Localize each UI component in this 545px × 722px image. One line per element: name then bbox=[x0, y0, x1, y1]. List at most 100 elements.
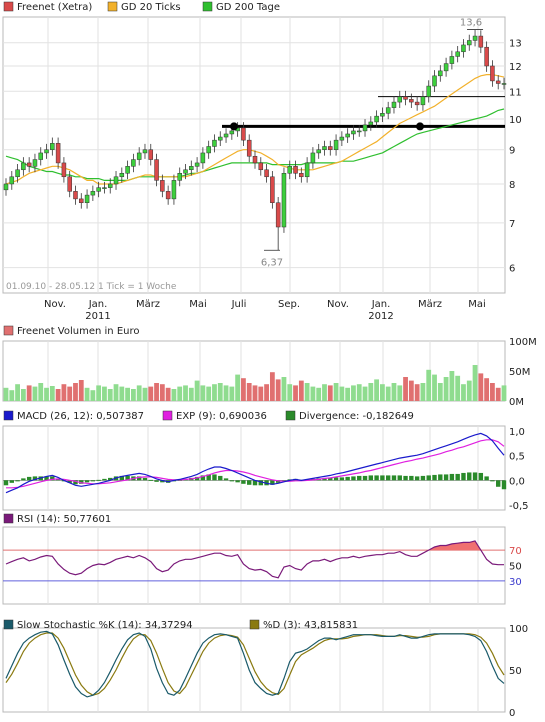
divergence-bar bbox=[322, 478, 327, 481]
volume-bar bbox=[113, 384, 119, 401]
candle-body bbox=[490, 65, 495, 82]
volume-bar bbox=[478, 373, 484, 401]
x-tick-label: Mai bbox=[189, 299, 207, 310]
y-tick-label: 50 bbox=[509, 666, 522, 677]
divergence-bar bbox=[426, 475, 431, 481]
volume-bar bbox=[246, 383, 252, 401]
divergence-bar bbox=[275, 480, 281, 483]
volume-bar bbox=[194, 380, 200, 401]
candle-body bbox=[368, 121, 374, 126]
volume-bar bbox=[345, 387, 351, 401]
volume-bar bbox=[206, 386, 212, 401]
panel-frame bbox=[2, 425, 506, 511]
volume-bar bbox=[148, 386, 154, 401]
x-tick-label: März bbox=[136, 299, 160, 310]
volume-bar bbox=[130, 389, 136, 401]
volume-bar bbox=[154, 383, 159, 401]
candle-body bbox=[223, 133, 229, 138]
candle-body bbox=[264, 169, 269, 178]
legend-label: GD 20 Ticks bbox=[121, 2, 181, 13]
rsi-overbought-fill bbox=[428, 540, 481, 551]
legend-swatch bbox=[285, 410, 296, 421]
candle-body bbox=[356, 130, 362, 133]
candle-body bbox=[113, 176, 119, 185]
volume-bar bbox=[20, 389, 26, 401]
volume-bar bbox=[84, 387, 90, 401]
candle-body bbox=[385, 107, 391, 114]
volume-bar bbox=[159, 384, 165, 401]
divergence-bar bbox=[241, 480, 246, 484]
exp-line bbox=[6, 439, 505, 489]
candle-body bbox=[189, 166, 194, 171]
divergence-bar bbox=[414, 476, 420, 481]
candle-body bbox=[38, 152, 43, 160]
candle-body bbox=[461, 44, 466, 53]
candle-body bbox=[107, 183, 113, 188]
x-tick-label: Jan. bbox=[371, 299, 391, 310]
x-tick-label: März bbox=[418, 299, 442, 310]
volume-bar bbox=[136, 385, 142, 401]
candle-body bbox=[258, 162, 264, 171]
volume-bar bbox=[142, 387, 148, 401]
legend-label: Slow Stochastic %K (14): 34,37294 bbox=[17, 620, 193, 631]
candle-body bbox=[449, 56, 455, 64]
y-tick-label: 0 bbox=[509, 708, 515, 719]
candle-body bbox=[131, 159, 136, 167]
candle-body bbox=[397, 96, 403, 103]
divergence-bar bbox=[3, 480, 9, 486]
divergence-bar bbox=[119, 475, 125, 481]
volume-bar bbox=[437, 383, 443, 401]
divergence-bar bbox=[252, 480, 258, 486]
volume-bar bbox=[241, 378, 246, 401]
support-dot bbox=[230, 122, 238, 131]
volume-bar bbox=[275, 379, 281, 401]
volume-bar bbox=[316, 387, 322, 401]
volume-bar bbox=[339, 386, 345, 401]
divergence-bar bbox=[148, 479, 153, 481]
volume-bar bbox=[443, 377, 449, 401]
y-tick-label: 0M bbox=[509, 397, 524, 408]
candle-body bbox=[241, 127, 246, 141]
divergence-bar bbox=[391, 475, 397, 481]
candle-body bbox=[171, 180, 177, 200]
candle-body bbox=[3, 183, 9, 191]
volume-bar bbox=[3, 387, 9, 401]
y-tick-label: 6 bbox=[509, 264, 515, 275]
volume-bar bbox=[38, 383, 44, 401]
divergence-bar bbox=[9, 480, 14, 483]
candle-body bbox=[61, 162, 67, 178]
candle-body bbox=[322, 146, 327, 150]
candle-body bbox=[206, 146, 211, 154]
candle-body bbox=[246, 139, 252, 157]
candle-body bbox=[229, 130, 235, 135]
legend-swatch bbox=[3, 325, 14, 336]
x-tick-label: Mai bbox=[468, 299, 486, 310]
legend-swatch bbox=[3, 513, 14, 524]
y-tick-label: 13 bbox=[509, 39, 522, 50]
annotation-low: 6,37 bbox=[261, 257, 283, 268]
candle-body bbox=[102, 187, 107, 189]
volume-bar bbox=[310, 386, 316, 401]
volume-bar bbox=[408, 380, 414, 401]
candle-body bbox=[380, 113, 385, 117]
divergence-bar bbox=[496, 480, 501, 487]
volume-bar bbox=[426, 369, 432, 401]
candle-body bbox=[333, 139, 339, 150]
panel-frame bbox=[2, 526, 506, 605]
volume-bar bbox=[264, 384, 269, 401]
candle-body bbox=[293, 166, 298, 174]
y-tick-label: 0,5 bbox=[509, 452, 525, 463]
y-tick-label: 70 bbox=[509, 546, 522, 557]
legend-label: Freenet Volumen in Euro bbox=[17, 326, 139, 337]
volume-bar bbox=[281, 377, 287, 401]
divergence-bar bbox=[223, 478, 229, 481]
divergence-bar bbox=[432, 474, 437, 481]
y-tick-label: 0,0 bbox=[509, 476, 525, 487]
y-tick-label: 50M bbox=[509, 367, 530, 378]
legend-swatch bbox=[202, 1, 213, 12]
legend-label: GD 200 Tage bbox=[216, 2, 280, 13]
legend-swatch bbox=[3, 410, 14, 421]
legend-swatch bbox=[249, 619, 260, 630]
candle-body bbox=[420, 96, 426, 106]
support-dot bbox=[416, 122, 424, 131]
